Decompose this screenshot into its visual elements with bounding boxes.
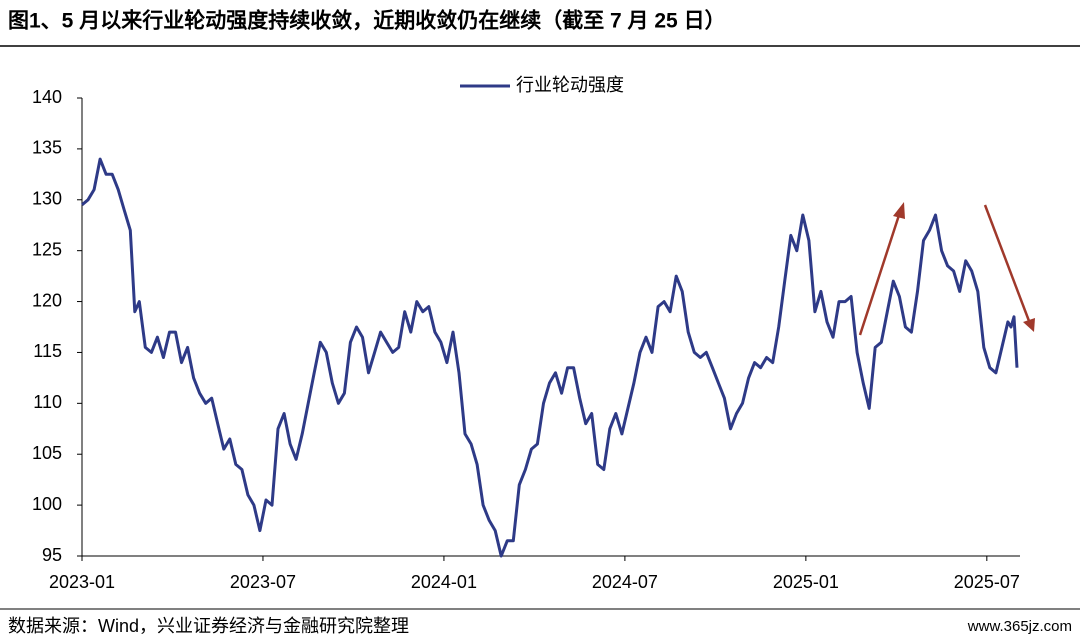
y-tick-label: 125: [32, 239, 62, 259]
y-tick-label: 115: [33, 341, 62, 361]
y-tick-label: 130: [32, 189, 62, 209]
legend-label: 行业轮动强度: [516, 75, 624, 95]
up-arrow-head: [893, 202, 905, 219]
x-tick-label: 2023-01: [49, 572, 115, 592]
y-tick-label: 100: [32, 494, 62, 514]
y-tick-label: 105: [32, 443, 62, 463]
x-tick-label: 2024-07: [592, 572, 658, 592]
y-tick-label: 135: [32, 138, 62, 158]
x-tick-label: 2025-01: [773, 572, 839, 592]
up-arrow: [858, 211, 902, 336]
x-tick-label: 2023-07: [230, 572, 296, 592]
y-tick-label: 120: [32, 290, 62, 310]
watermark: www.365jz.com: [967, 618, 1072, 635]
y-tick-label: 140: [32, 87, 62, 107]
x-tick-label: 2024-01: [411, 572, 477, 592]
y-tick-label: 110: [33, 392, 62, 412]
y-tick-label: 95: [42, 545, 62, 565]
series-line: [81, 157, 1019, 558]
down-arrow-head: [1023, 318, 1035, 332]
down-arrow: [983, 204, 1031, 322]
x-tick-label: 2025-07: [954, 572, 1020, 592]
chart-title: 图1、5 月以来行业轮动强度持续收敛，近期收敛仍在继续（截至 7 月 25 日）: [8, 9, 726, 33]
source: 数据来源：Wind，兴业证券经济与金融研究院整理: [8, 616, 409, 636]
